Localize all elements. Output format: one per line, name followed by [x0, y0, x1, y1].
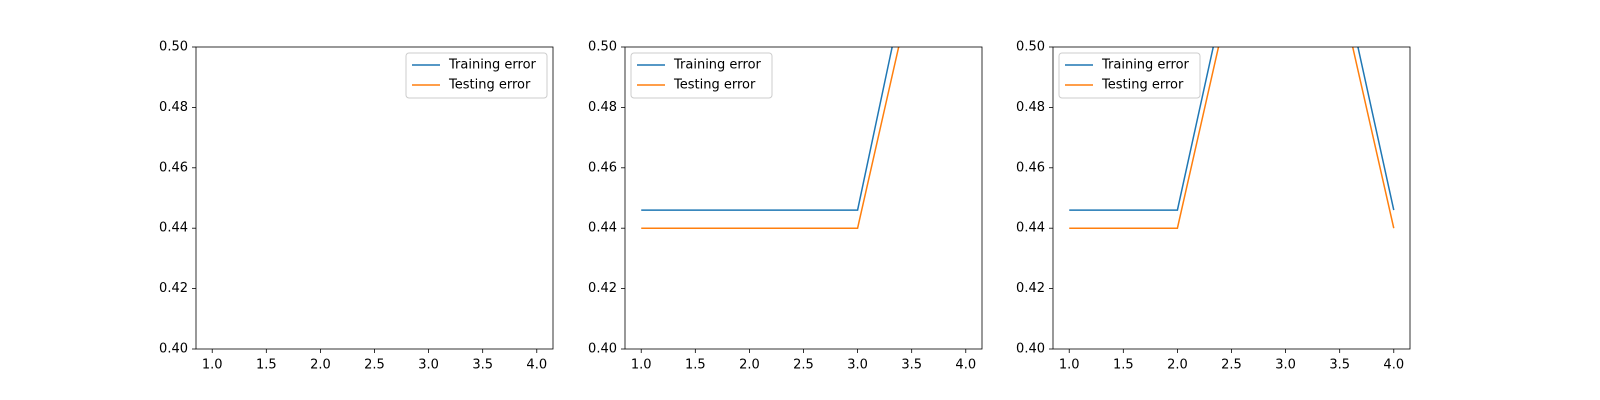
y-tick-label: 0.40: [588, 342, 617, 357]
legend: Training error Testing error: [405, 52, 548, 99]
y-tick-label: 0.48: [1016, 100, 1045, 115]
y-tick-label: 0.50: [588, 40, 617, 55]
x-tick-label: 2.5: [364, 358, 385, 373]
y-tick-label: 0.50: [1016, 40, 1045, 55]
y-tick-label: 0.48: [159, 100, 188, 115]
legend-box: [1058, 52, 1201, 99]
x-tick-label: 1.5: [685, 358, 706, 373]
legend-box: [405, 52, 548, 99]
x-tick-label: 3.0: [847, 358, 868, 373]
x-tick-label: 3.5: [901, 358, 922, 373]
x-tick-label: 4.0: [526, 358, 547, 373]
legend-label: Testing error: [673, 78, 756, 93]
x-tick-label: 2.0: [310, 358, 331, 373]
x-tick-label: 3.0: [1275, 358, 1296, 373]
legend-label: Training error: [1101, 58, 1190, 73]
legend-label: Testing error: [448, 78, 531, 93]
line-series: [641, 47, 900, 229]
y-tick-label: 0.44: [1016, 221, 1045, 236]
subplot: 1.0 1.5 2.0 2.5 3.0 3.5 4.0 0.40 0.42 0.44 0.46 0.4…: [1016, 40, 1411, 373]
axes-frame: [624, 46, 983, 350]
x-tick-label: 1.5: [1113, 358, 1134, 373]
y-tick-label: 0.44: [588, 221, 617, 236]
legend-label: Training error: [448, 58, 537, 73]
x-tick-label: 3.5: [472, 358, 493, 373]
subplot: 1.0 1.5 2.0 2.5 3.0 3.5 4.0 0.40 0.42 0.44 0.46 0.4…: [159, 40, 554, 373]
x-tick-label: 1.0: [202, 358, 223, 373]
y-tick-label: 0.44: [159, 221, 188, 236]
legend: Training error Testing error: [1058, 52, 1201, 99]
x-tick-label: 2.0: [739, 358, 760, 373]
y-tick-label: 0.42: [159, 281, 188, 296]
line-series: [1069, 47, 1395, 229]
y-tick-label: 0.42: [1016, 281, 1045, 296]
y-tick-label: 0.46: [588, 160, 617, 175]
x-tick-label: 1.0: [1059, 358, 1080, 373]
y-tick-label: 0.40: [159, 342, 188, 357]
x-tick-label: 3.5: [1329, 358, 1350, 373]
line-series: [1069, 47, 1395, 211]
x-tick-label: 4.0: [1383, 358, 1404, 373]
x-tick-label: 1.5: [256, 358, 277, 373]
legend: Training error Testing error: [630, 52, 773, 99]
y-tick-label: 0.40: [1016, 342, 1045, 357]
subplot: 1.0 1.5 2.0 2.5 3.0 3.5 4.0 0.40 0.42 0.44 0.46 0.4…: [588, 40, 983, 373]
legend-label: Testing error: [1101, 78, 1184, 93]
y-tick-label: 0.42: [588, 281, 617, 296]
x-tick-label: 2.5: [1221, 358, 1242, 373]
y-tick-label: 0.46: [159, 160, 188, 175]
x-tick-label: 3.0: [418, 358, 439, 373]
x-tick-label: 2.0: [1167, 358, 1188, 373]
legend-label: Training error: [673, 58, 762, 73]
axes-frame: [1052, 46, 1411, 350]
axes-frame: [195, 46, 554, 350]
line-series: [641, 47, 893, 211]
y-tick-label: 0.46: [1016, 160, 1045, 175]
y-tick-label: 0.48: [588, 100, 617, 115]
x-tick-label: 2.5: [793, 358, 814, 373]
y-tick-label: 0.50: [159, 40, 188, 55]
x-tick-label: 1.0: [631, 358, 652, 373]
legend-box: [630, 52, 773, 99]
x-tick-label: 4.0: [955, 358, 976, 373]
